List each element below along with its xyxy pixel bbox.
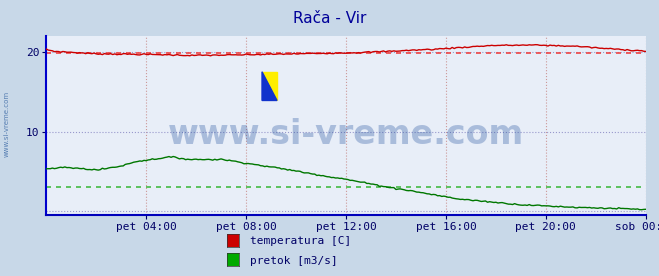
Polygon shape <box>262 72 277 100</box>
Polygon shape <box>262 72 277 100</box>
Text: www.si-vreme.com: www.si-vreme.com <box>168 118 524 151</box>
Text: temperatura [C]: temperatura [C] <box>250 237 352 246</box>
Text: Rača - Vir: Rača - Vir <box>293 11 366 26</box>
Text: pretok [m3/s]: pretok [m3/s] <box>250 256 338 266</box>
Text: www.si-vreme.com: www.si-vreme.com <box>3 91 9 157</box>
